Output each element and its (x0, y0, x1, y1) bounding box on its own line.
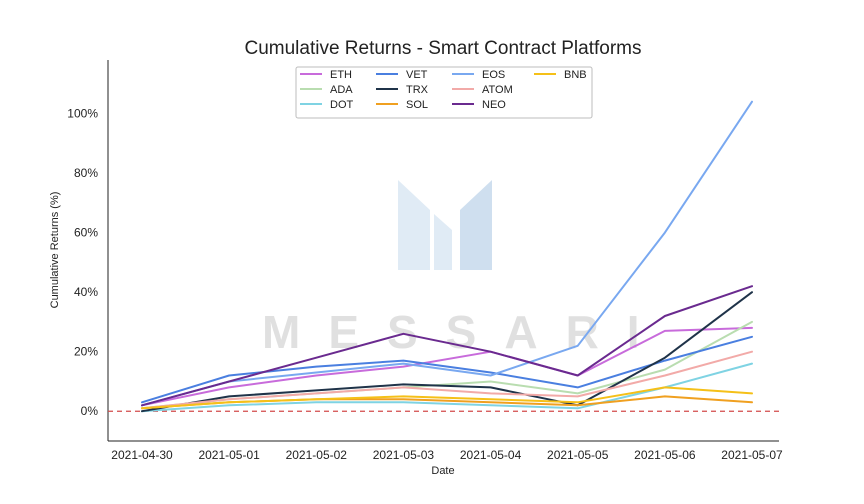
x-axis-label: Date (431, 465, 454, 477)
x-tick-label: 2021-04-30 (111, 448, 173, 462)
y-tick-label: 100% (67, 107, 98, 121)
series-line-trx (141, 291, 753, 413)
x-tick-labels: 2021-04-30 2021-05-01 2021-05-02 2021-05-03… (111, 448, 783, 462)
y-axis-label: Cumulative Returns (%) (49, 192, 61, 309)
series-line-atom (141, 350, 753, 410)
series-line-bnb (141, 386, 753, 410)
legend-label-dot: DOT (330, 99, 354, 111)
watermark: MESSARI (262, 180, 668, 358)
watermark-logo-left (398, 180, 430, 270)
series-line-eos (141, 100, 753, 407)
y-tick-labels: 0% 20% 40% 60% 80% 100% (67, 107, 98, 419)
legend-label-eth: ETH (330, 69, 352, 81)
legend-label-trx: TRX (406, 84, 429, 96)
series-line-eth (141, 326, 753, 407)
series-lines (141, 100, 753, 413)
y-tick-label: 40% (74, 285, 98, 299)
legend-label-eos: EOS (482, 69, 505, 81)
y-tick-label: 60% (74, 226, 98, 240)
legend-label-neo: NEO (482, 99, 506, 111)
y-tick-label: 0% (81, 404, 99, 418)
y-tick-label: 20% (74, 345, 98, 359)
legend-box (295, 66, 593, 119)
watermark-text: MESSARI (262, 306, 668, 358)
x-tick-label: 2021-05-07 (721, 448, 783, 462)
x-tick-label: 2021-05-05 (547, 448, 609, 462)
legend-label-vet: VET (406, 69, 428, 81)
x-tick-label: 2021-05-02 (286, 448, 348, 462)
x-tick-label: 2021-05-04 (460, 448, 522, 462)
legend-label-ada: ADA (330, 84, 353, 96)
x-tick-label: 2021-05-03 (373, 448, 435, 462)
x-tick-label: 2021-05-06 (634, 448, 696, 462)
series-line-neo (141, 285, 753, 407)
x-tick-label: 2021-05-01 (198, 448, 260, 462)
legend: ETH ADA DOT VET TRX SOL EOS ATOM NEO BNB (295, 66, 593, 119)
chart-title: Cumulative Returns - Smart Contract Plat… (244, 38, 641, 59)
legend-label-sol: SOL (406, 99, 428, 111)
legend-label-atom: ATOM (482, 84, 513, 96)
y-tick-label: 80% (74, 166, 98, 180)
watermark-logo-center (434, 214, 452, 270)
legend-label-bnb: BNB (564, 69, 587, 81)
watermark-logo-right (460, 180, 492, 270)
